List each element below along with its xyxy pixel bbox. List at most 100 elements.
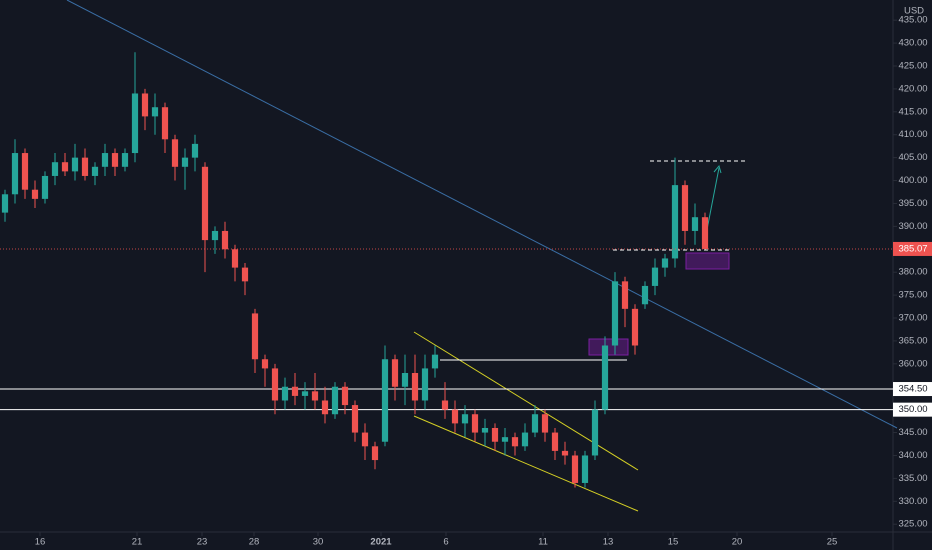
candle-body [231,249,239,268]
candle-body [1,194,9,213]
candle-body [251,313,259,360]
candle-body [61,162,69,172]
x-tick-label: 13 [603,537,614,548]
candle-body [661,258,669,268]
candle-body [401,372,409,387]
candle-body [411,372,419,401]
candle-body [431,354,439,369]
candle-body [691,217,699,231]
y-tick-label: 435.00 [898,15,927,26]
y-tick-label: 330.00 [898,496,927,507]
candle-body [701,217,709,249]
x-tick-label: 15 [668,537,679,548]
candle-body [601,345,609,410]
candle-body [11,153,19,195]
y-tick-label: 340.00 [898,450,927,461]
y-tick-label: 410.00 [898,129,927,140]
zone-box [685,252,730,270]
x-tick-label: 30 [313,537,324,548]
candle-body [321,400,329,415]
candle-body [301,391,309,396]
y-tick-label: 415.00 [898,106,927,117]
candle-body [501,437,509,442]
drawings [66,0,898,512]
candle-body [81,157,89,176]
x-tick-label: 2021 [370,537,392,548]
candle-body [341,386,349,406]
candle-body [471,414,479,433]
candle-body [201,166,209,241]
candle-body [671,185,679,259]
x-tick-label: 23 [197,537,208,548]
y-tick-label: 365.00 [898,335,927,346]
candle-body [171,139,179,167]
last-price-tag [893,241,932,256]
x-tick-label: 21 [132,537,143,548]
candle-body [421,368,429,401]
candle-body [311,391,319,401]
y-tick-label: 405.00 [898,152,927,163]
channel-line [413,415,639,512]
x-tick-label: 20 [732,537,743,548]
candle-body [191,143,199,158]
candle-body [101,153,109,167]
candle-body [561,450,569,456]
level-tag [893,402,932,417]
candle-body [481,427,489,433]
y-tick-label: 380.00 [898,267,927,278]
y-tick-label: 420.00 [898,83,927,94]
candle-body [391,359,399,387]
candle-body [571,455,579,483]
y-tick-label: 370.00 [898,313,927,324]
candle-body [531,414,539,433]
candle-body [141,93,149,117]
y-tick-label: 425.00 [898,61,927,72]
x-tick-label: 16 [35,537,46,548]
level-label: 354.50 [898,384,927,395]
x-tick-label: 25 [827,537,838,548]
arrow-head [713,164,722,174]
candle-body [511,437,519,447]
x-tick-label: 6 [443,537,448,548]
candle-body [651,267,659,286]
candle-body [41,175,49,199]
candle-body [241,267,249,282]
y-tick-label: 430.00 [898,38,927,49]
candle-body [551,432,559,451]
x-tick-label: 28 [249,537,260,548]
y-tick-label: 390.00 [898,221,927,232]
candle-body [31,189,39,199]
candle-body [261,359,269,369]
candle-body [91,166,99,176]
candle-body [451,409,459,424]
candle-body [221,230,229,250]
candle-body [541,414,549,433]
candle-body [371,446,379,461]
candle-body [21,153,29,190]
candle-body [581,455,589,483]
zone-box [588,338,629,356]
last-price-label: 385.07 [898,243,927,254]
level-tag [893,382,932,397]
candle-body [381,359,389,442]
candle-body [331,386,339,415]
y-tick-label: 375.00 [898,290,927,301]
candle-body [681,185,689,231]
candle-body [491,427,499,442]
candle-body [281,386,289,401]
candle-body [121,153,129,167]
y-tick-label: 360.00 [898,358,927,369]
candle-body [161,107,169,140]
candle-body [181,157,189,167]
candle-body [611,281,619,346]
y-tick-label: 325.00 [898,519,927,530]
candle-body [351,405,359,433]
candle-body [361,432,369,447]
candle-body [131,93,139,154]
candle-body [631,308,639,346]
y-tick-label: 395.00 [898,198,927,209]
candle-body [71,157,79,172]
currency-label: USD [904,6,924,17]
